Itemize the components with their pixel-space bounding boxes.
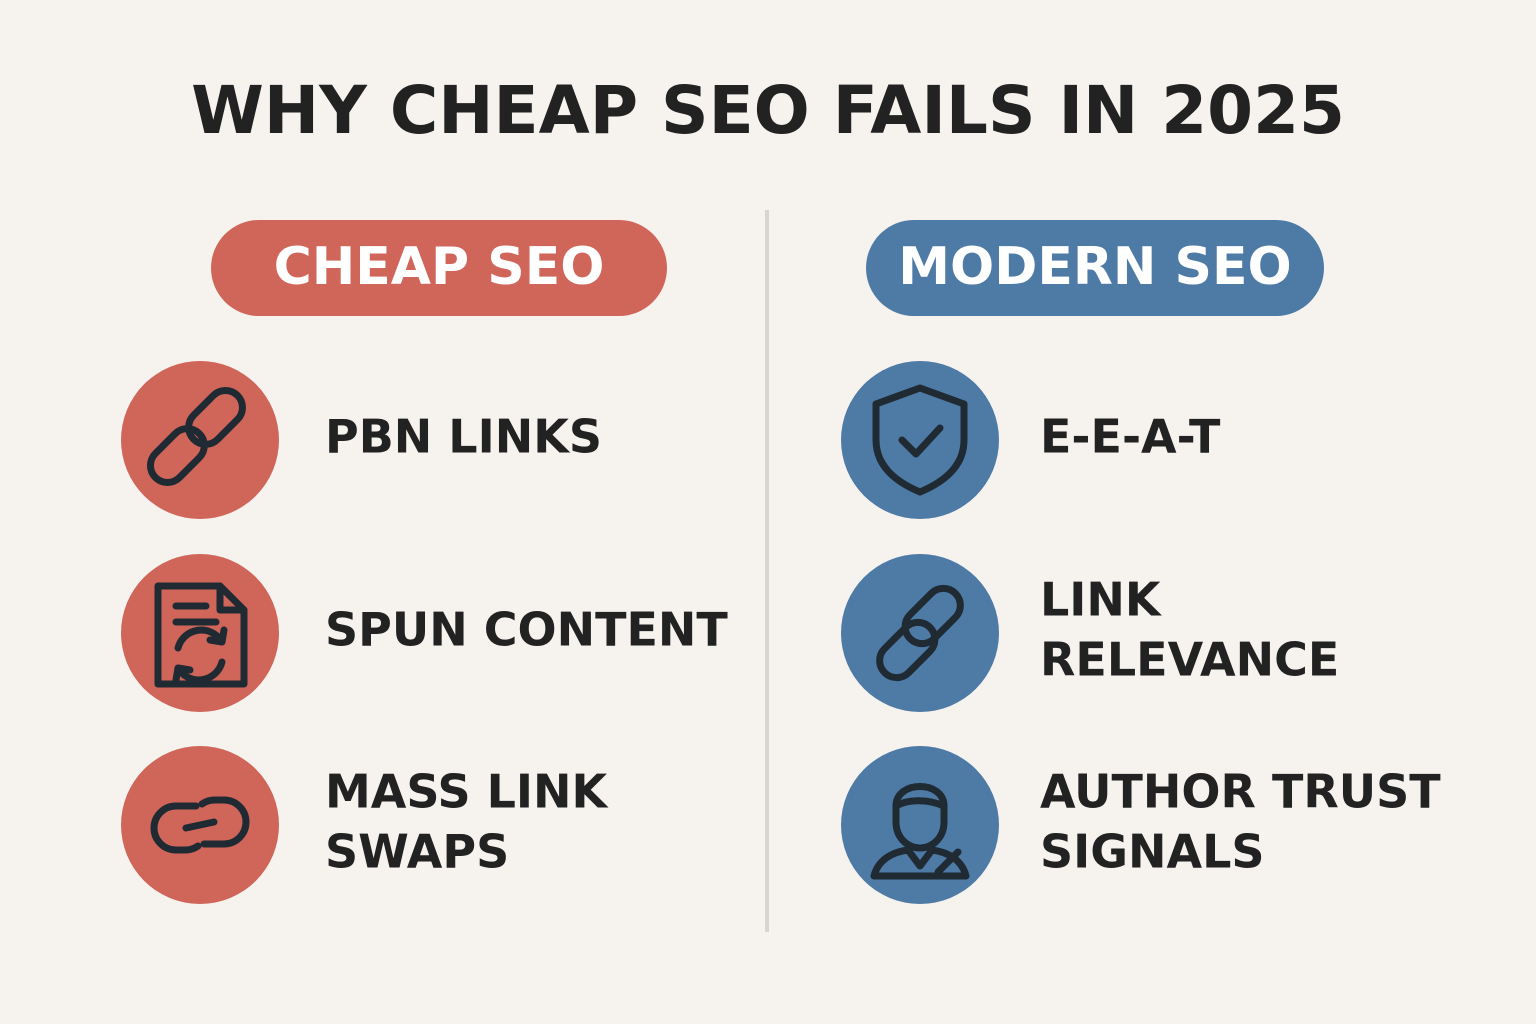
- item-label: SWAPS: [325, 825, 509, 879]
- heading-pill: [211, 220, 667, 316]
- item-label: SPUN CONTENT: [325, 603, 728, 657]
- heading: CHEAP SEO: [274, 237, 605, 297]
- icon-link: [876, 584, 964, 682]
- item-label: AUTHOR TRUST: [1040, 765, 1441, 819]
- icon-shield: [872, 384, 968, 496]
- item-label: E-E-A-T: [1040, 410, 1221, 464]
- item-label: MASS LINK: [325, 765, 610, 819]
- item-label: SIGNALS: [1040, 825, 1265, 879]
- icon-document: [154, 582, 248, 688]
- item-label: PBN LINKS: [325, 410, 602, 464]
- heading: MODERN SEO: [898, 237, 1291, 297]
- icon-person: [870, 783, 970, 880]
- icon-circle: [841, 554, 999, 712]
- icon-chain: [146, 386, 246, 486]
- title: WHY CHEAP SEO FAILS IN 2025: [191, 72, 1345, 149]
- icon-broken-link: [150, 796, 250, 854]
- item-label: LINK: [1040, 573, 1163, 627]
- item-label: RELEVANCE: [1040, 633, 1339, 687]
- icon-circle: [841, 746, 999, 904]
- heading-pill: [866, 220, 1324, 316]
